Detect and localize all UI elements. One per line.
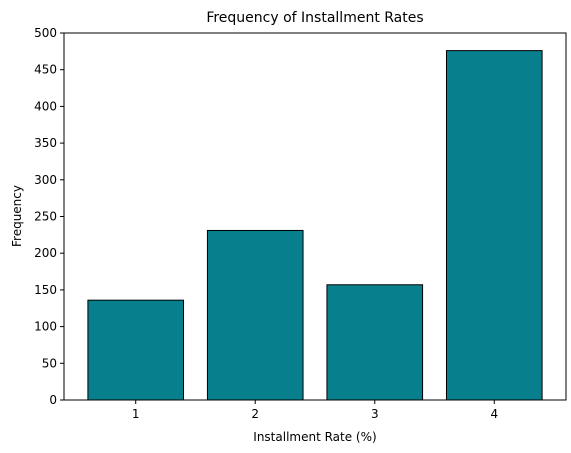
y-tick-label: 500 xyxy=(34,26,57,40)
bar-3 xyxy=(326,284,424,401)
y-tick-label: 150 xyxy=(34,283,57,297)
y-tick-label: 400 xyxy=(34,99,57,113)
x-tick-label: 1 xyxy=(132,407,140,421)
y-axis-label: Frequency xyxy=(10,185,24,247)
y-tick-label: 50 xyxy=(42,356,57,370)
x-axis: 1 2 3 4 xyxy=(132,400,498,421)
y-tick-label: 0 xyxy=(49,393,57,407)
bar-4 xyxy=(445,50,543,401)
bars-group xyxy=(87,50,543,401)
y-tick-label: 300 xyxy=(34,173,57,187)
y-tick-label: 450 xyxy=(34,63,57,77)
y-tick-label: 200 xyxy=(34,246,57,260)
chart-title: Frequency of Installment Rates xyxy=(206,10,423,26)
x-axis-label: Installment Rate (%) xyxy=(253,430,376,444)
x-tick-label: 4 xyxy=(490,407,498,421)
y-tick-label: 100 xyxy=(34,320,57,334)
x-tick-label: 3 xyxy=(371,407,379,421)
bar-2 xyxy=(206,229,304,401)
y-tick-label: 350 xyxy=(34,136,57,150)
y-tick-label: 250 xyxy=(34,210,57,224)
bar-1 xyxy=(87,299,185,401)
y-axis: 0 50 100 150 200 250 300 350 400 450 500 xyxy=(34,26,64,407)
x-tick-label: 2 xyxy=(251,407,259,421)
